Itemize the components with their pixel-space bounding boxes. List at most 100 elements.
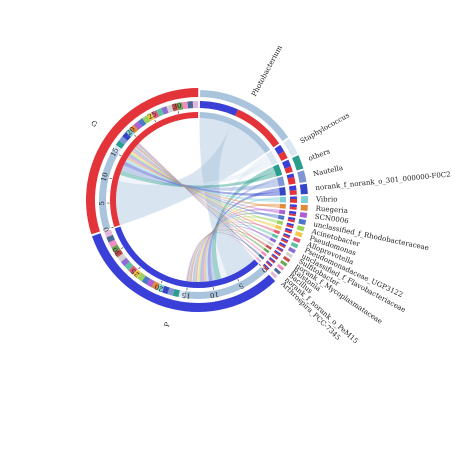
- taxon-sample-p-arc-2: [282, 159, 292, 169]
- taxon-arc-10: [275, 224, 282, 231]
- taxon-sample-g-arc-5: [289, 198, 297, 203]
- tick-G-3: [118, 154, 122, 157]
- tick-P-6: [120, 247, 124, 249]
- ribbon-G-3-1: [121, 165, 279, 191]
- taxon-arc-18: [258, 253, 265, 260]
- taxon-outer-arc-19: [270, 271, 278, 279]
- sample-G-composition-10: [146, 112, 155, 122]
- tick-label-G-4: 20: [125, 125, 137, 137]
- taxon-sample-p-arc-9: [286, 222, 294, 227]
- taxon-sample-p-arc-1: [274, 144, 285, 155]
- sample-P-composition-15: [114, 248, 124, 258]
- sample-label-G: G: [89, 119, 99, 129]
- taxon-sample-p-arc-15: [274, 249, 282, 255]
- sample-G-composition-11: [151, 110, 160, 119]
- taxon-outer-arc-11: [292, 236, 301, 243]
- tick-label-P-3: 15: [181, 291, 191, 300]
- taxon-arc-13: [269, 237, 277, 243]
- taxon-arc-11: [273, 229, 281, 235]
- taxon-outer-arc-14: [285, 251, 294, 259]
- sample-G-composition-18: [187, 101, 194, 109]
- taxon-outer-arc-15: [282, 255, 291, 263]
- taxon-label-1: Staphylococcus: [299, 111, 351, 145]
- sample-G-composition-3: [118, 136, 128, 145]
- taxon-sample-p-arc-6: [289, 204, 297, 208]
- ribbon-P-0-0: [199, 118, 255, 277]
- taxon-sample-g-arc-12: [280, 238, 288, 244]
- tick-P-1: [237, 278, 240, 282]
- taxon-label-0: Photobacterium: [250, 44, 284, 98]
- ribbon-G-2-1: [119, 170, 277, 188]
- taxon-outer-arc-2: [292, 155, 304, 171]
- taxon-sample-g-arc-4: [289, 189, 297, 196]
- taxon-sample-p-arc-14: [276, 246, 284, 251]
- taxon-arc-14: [267, 241, 275, 247]
- taxon-outer-arc-17: [276, 263, 285, 271]
- taxon-arc-4: [279, 186, 286, 196]
- sample-G-composition-9: [142, 115, 151, 124]
- sample-G-composition-13: [161, 106, 169, 115]
- ribbon-G-17-1: [137, 144, 262, 253]
- sample-P-composition-10: [132, 269, 142, 279]
- taxon-sample-g-arc-1: [278, 151, 288, 161]
- sample-P-composition-17: [108, 239, 118, 248]
- taxon-arc-6: [279, 203, 286, 209]
- taxon-arc-0: [199, 112, 271, 154]
- sample-G-composition-19: [192, 101, 199, 109]
- sample-G-composition-12: [156, 108, 164, 117]
- taxon-arc-8: [277, 214, 285, 221]
- taxon-outer-arc-4: [299, 183, 308, 195]
- tick-P-0: [258, 263, 261, 267]
- tick-label-G-3: 15: [109, 146, 120, 158]
- tick-label-G-5: 25: [146, 110, 158, 121]
- tick-label-G-6: 30: [172, 101, 182, 111]
- taxon-outer-arc-8: [298, 218, 307, 226]
- taxon-arc-16: [263, 247, 270, 254]
- ribbon-layer: [116, 118, 280, 282]
- sample-P-composition-4: [161, 285, 170, 295]
- tick-label-P-6: 30: [111, 245, 123, 257]
- sample-P-composition-13: [120, 257, 130, 267]
- tick-label-G-2: 10: [100, 172, 110, 183]
- taxon-outer-arc-13: [287, 246, 296, 254]
- taxon-sample-g-arc-11: [282, 234, 290, 239]
- sample-G-composition-5: [125, 128, 135, 137]
- tick-label-P-1: 5: [237, 281, 245, 290]
- taxon-arc-2: [272, 164, 283, 177]
- taxon-outer-arc-3: [297, 170, 307, 183]
- sample-G-composition-16: [176, 102, 184, 111]
- taxon-arc-7: [278, 209, 286, 215]
- taxon-arc-3: [276, 176, 285, 187]
- sample-P-composition-18: [106, 234, 115, 243]
- ribbon-G-1-1: [118, 159, 273, 188]
- taxon-sample-p-arc-5: [289, 196, 297, 200]
- taxon-sample-g-arc-2: [284, 166, 293, 174]
- tick-label-G-0: 0: [102, 226, 111, 233]
- taxon-sample-g-arc-16: [271, 254, 278, 260]
- taxon-label-3: Nautella: [312, 164, 343, 178]
- taxon-arc-12: [271, 233, 279, 239]
- taxon-sample-p-arc-10: [285, 227, 293, 232]
- taxon-outer-arc-12: [290, 241, 299, 249]
- sample-P-composition-16: [111, 244, 121, 253]
- taxon-sample-p-arc-19: [263, 263, 270, 270]
- sample-G-composition-17: [182, 101, 189, 110]
- sample-G-composition-14: [166, 104, 174, 113]
- sample-P-composition-9: [137, 272, 146, 282]
- sample-G-composition-7: [133, 121, 143, 131]
- sample-arc-P: [114, 226, 259, 289]
- taxon-outer-arc-6: [300, 204, 308, 211]
- taxon-sample-p-arc-17: [269, 257, 276, 263]
- taxon-sample-g-arc-0: [235, 109, 280, 148]
- taxon-sample-p-arc-3: [286, 173, 295, 179]
- sample-G-composition-8: [137, 118, 147, 127]
- taxon-outer-arc-9: [296, 225, 305, 232]
- taxon-sample-p-arc-4: [288, 185, 297, 191]
- taxon-sample-g-arc-18: [265, 261, 272, 268]
- taxon-sample-p-arc-7: [289, 210, 297, 215]
- sample-P-composition-14: [117, 253, 127, 263]
- tick-G-5: [154, 119, 157, 123]
- taxon-sample-g-arc-3: [287, 176, 296, 185]
- taxon-sample-p-arc-12: [281, 237, 289, 242]
